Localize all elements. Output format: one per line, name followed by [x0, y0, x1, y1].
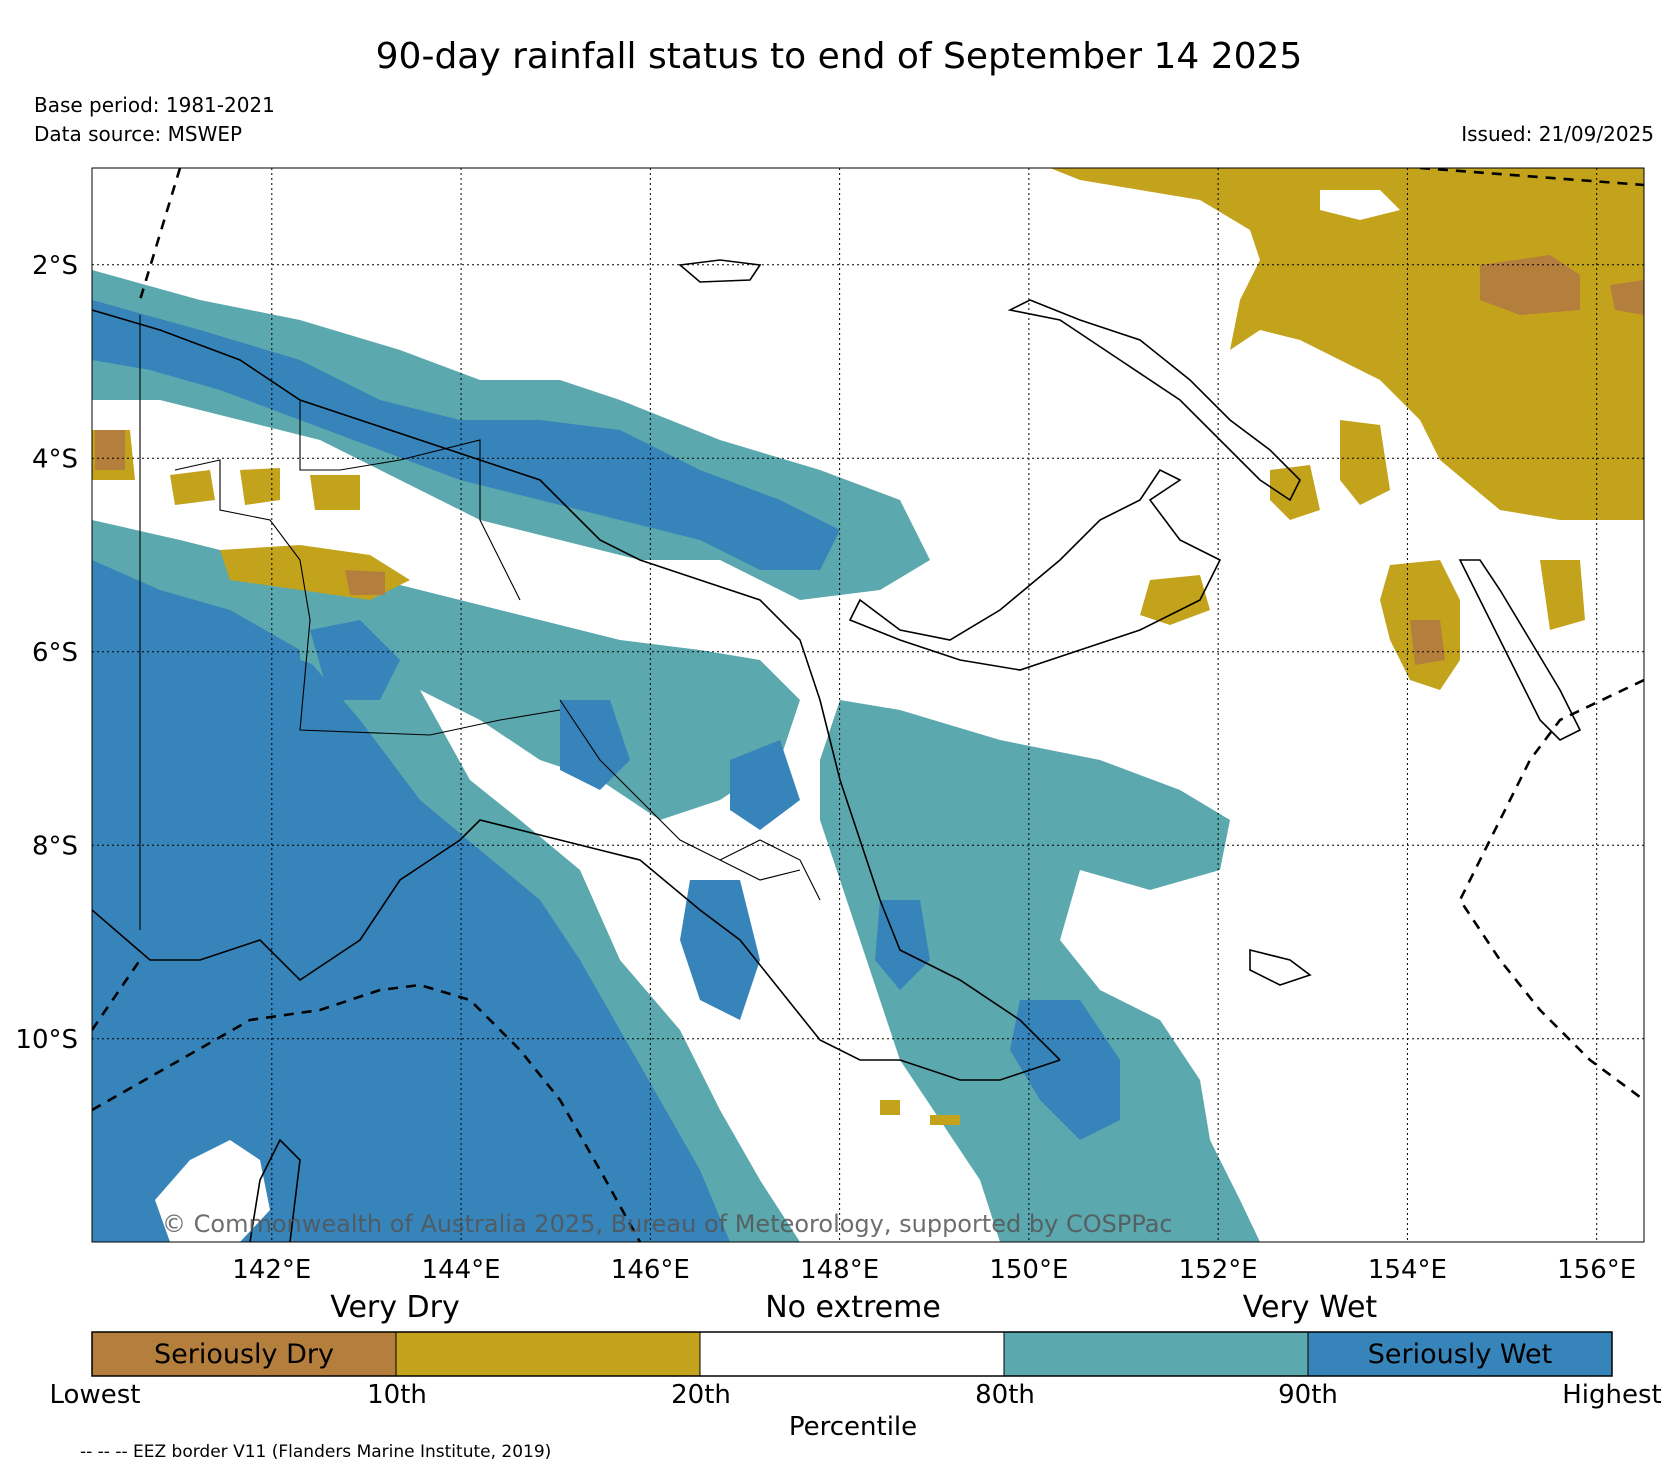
new-ireland-coast [1007, 299, 1301, 502]
seriously-wet-highlands-3 [730, 740, 800, 830]
seriously-wet-highlands-1 [310, 620, 400, 700]
manus-island-coast [678, 259, 762, 283]
dry-region-west-4 [310, 475, 360, 510]
legend-bar-outline [91, 1331, 1613, 1377]
longitude-label: 142°E [232, 1255, 311, 1285]
latitude-label: 10°S [15, 1025, 78, 1055]
percentile-80th: 80th [975, 1380, 1035, 1410]
dry-region-west-3 [240, 468, 280, 505]
dry-patch-south-1 [880, 1100, 900, 1115]
legend-category-very-wet: Very Wet [1242, 1290, 1378, 1325]
dry-region-west-2 [170, 470, 215, 505]
no-extreme-gap-northeast [1320, 190, 1400, 220]
white-gap-cape-york [155, 1140, 270, 1242]
cape-york-coast [249, 1138, 301, 1242]
dry-patch-south-2 [930, 1115, 960, 1125]
guadalcanal-coast [1249, 948, 1312, 986]
seriously-dry-east [1410, 620, 1445, 665]
legend-swatch-label: Seriously Wet [1368, 1339, 1552, 1370]
province-border-3 [559, 699, 801, 881]
longitude-label: 154°E [1368, 1255, 1447, 1285]
percentile-lowest: Lowest [49, 1380, 141, 1410]
legend-category-no-extreme: No extreme [765, 1290, 941, 1325]
dry-region-east-2 [1540, 560, 1585, 630]
map-plot-area: © Commonwealth of Australia 2025, Bureau… [92, 168, 1644, 1242]
province-border-2 [299, 400, 521, 601]
legend-swatch [699, 1331, 1005, 1377]
dry-region-northeast [1050, 168, 1644, 520]
province-border-4 [719, 839, 821, 901]
province-border-1 [174, 459, 561, 736]
longitude-labels: 142°E 144°E 146°E 148°E 150°E 152°E 154°E 156°E [232, 1255, 1636, 1285]
latitude-labels: 2°S 4°S 6°S 8°S 10°S [15, 251, 78, 1055]
new-guinea-south-coast [92, 819, 1061, 1081]
seriously-dry-northeast-2 [1610, 280, 1644, 315]
dry-region-bougainville [1340, 420, 1390, 505]
dry-region-new-ireland [1270, 465, 1320, 520]
seriously-wet-highlands-2 [560, 700, 630, 790]
copyright-notice: © Commonwealth of Australia 2025, Bureau… [162, 1210, 1173, 1238]
legend-swatch-label: Seriously Dry [154, 1339, 334, 1370]
percentile-10th: 10th [367, 1380, 427, 1410]
latitude-label: 8°S [32, 831, 78, 861]
eez-borders [92, 168, 1644, 1242]
coastlines [92, 259, 1582, 1242]
legend-swatch [1003, 1331, 1309, 1377]
seriously-dry-northeast [1480, 255, 1580, 315]
seriously-wet-west-border [92, 600, 260, 960]
legend-bar: Seriously Dry Seriously Wet [91, 1331, 1613, 1377]
longitude-label: 150°E [989, 1255, 1068, 1285]
longitude-label: 144°E [422, 1255, 501, 1285]
longitude-label: 148°E [800, 1255, 879, 1285]
eez-southwest-edge [92, 959, 142, 1031]
legend-swatch [1307, 1331, 1613, 1377]
grid-lines [92, 168, 1644, 1242]
eez-east [1458, 678, 1644, 1102]
legend-swatch [395, 1331, 701, 1377]
map-frame [91, 167, 1645, 1243]
new-guinea-north-coast [92, 309, 1061, 1061]
percentile-20th: 20th [671, 1380, 731, 1410]
seriously-dry-west-5 [345, 570, 385, 595]
seriously-wet-milne-bay [680, 880, 760, 1020]
latitude-label: 6°S [32, 638, 78, 668]
eez-west-north [138, 168, 182, 301]
longitude-label: 152°E [1179, 1255, 1258, 1285]
seriously-wet-band-north-coast [92, 300, 840, 570]
percentile-90th: 90th [1278, 1380, 1338, 1410]
latitude-label: 2°S [32, 251, 78, 281]
wet-region-highlands [300, 580, 800, 820]
eez-northeast [1419, 168, 1644, 187]
longitude-label: 146°E [611, 1255, 690, 1285]
percentile-axis-title: Percentile [788, 1412, 918, 1442]
base-period-label: Base period: 1981-2021 [34, 93, 275, 117]
map-title: 90-day rainfall status to end of Septemb… [375, 36, 1303, 77]
seriously-dry-west-1 [95, 430, 125, 470]
eez-border-note: -- -- -- EEZ border V11 (Flanders Marine… [80, 1442, 552, 1462]
longitude-label: 156°E [1557, 1255, 1636, 1285]
latitude-label: 4°S [32, 444, 78, 474]
percentile-highest: Highest [1562, 1380, 1662, 1410]
wet-region-solomon-sea [820, 700, 1260, 1242]
dry-region-new-britain [1140, 575, 1210, 625]
new-britain-coast [848, 468, 1222, 671]
legend-category-very-dry: Very Dry [330, 1290, 460, 1325]
issued-date-label: Issued: 21/09/2025 [1461, 122, 1654, 146]
seriously-wet-solomon-sea-1 [1010, 1000, 1120, 1140]
borders [139, 315, 821, 930]
bougainville-coast [1458, 559, 1582, 741]
seriously-wet-region-southwest [92, 560, 730, 1242]
data-source-label: Data source: MSWEP [34, 122, 243, 146]
